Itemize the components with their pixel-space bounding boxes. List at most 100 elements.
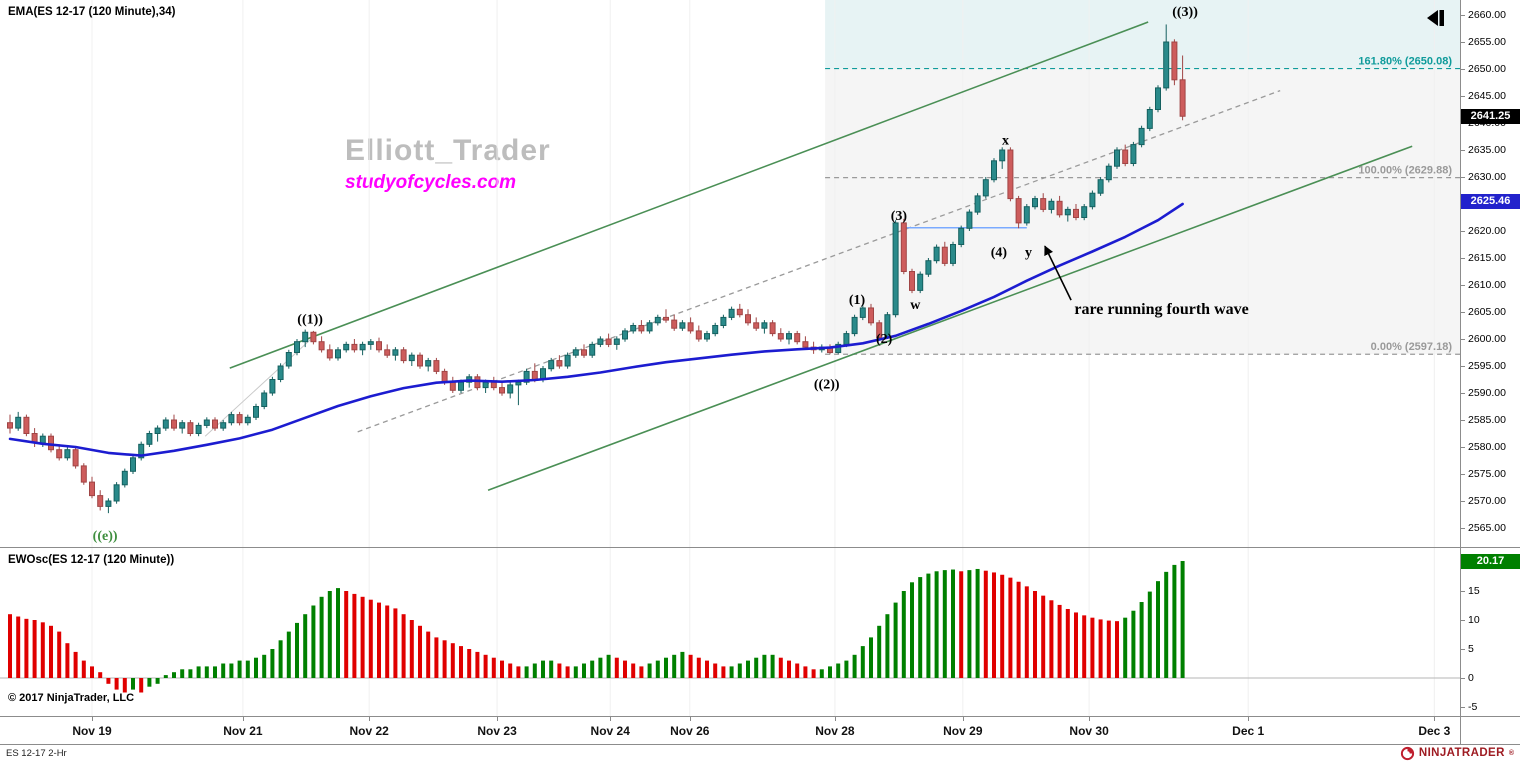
price-axis-tick <box>1461 419 1465 421</box>
instrument-label: ES 12-17 2-Hr <box>6 747 67 759</box>
jump-to-latest-icon[interactable] <box>1424 8 1448 33</box>
price-axis-tick <box>1461 311 1465 313</box>
price-axis-tick <box>1461 257 1465 259</box>
fib-level-label: 100.00% (2629.88) <box>1358 165 1452 177</box>
fib-zone-body <box>825 68 1460 355</box>
price-axis[interactable]: 2641.25 2625.46 2565.00 2570.00 2575.00 258… <box>1460 0 1520 548</box>
time-axis[interactable]: Nov 19 Nov 21 Nov 22 Nov 23 Nov 24 Nov 26 Nov … <box>0 717 1460 745</box>
time-axis-label: Dec 1 <box>1232 724 1265 738</box>
trendline[interactable] <box>229 21 1149 369</box>
price-axis-label: 2635.00 <box>1468 143 1506 156</box>
price-axis-tick <box>1461 176 1465 178</box>
price-axis-label: 2650.00 <box>1468 62 1506 75</box>
price-axis-tick <box>1461 392 1465 394</box>
price-axis-tick <box>1461 338 1465 340</box>
price-axis-label: 2580.00 <box>1468 440 1506 453</box>
price-axis-tick <box>1461 14 1465 16</box>
osc-axis-tick <box>1461 706 1465 708</box>
time-axis-label: Nov 28 <box>815 724 855 738</box>
osc-axis-tick <box>1461 619 1465 621</box>
price-axis-tick <box>1461 68 1465 70</box>
elliott-wave-label: ((2)) <box>814 377 840 392</box>
price-axis-tick <box>1461 527 1465 529</box>
price-axis-tick <box>1461 95 1465 97</box>
trendline[interactable] <box>357 89 1281 433</box>
osc-axis-label: 0 <box>1468 671 1474 684</box>
price-panel[interactable]: Elliott_Trader studyofcycles.com 161.80%… <box>0 0 1460 548</box>
osc-axis-tick <box>1461 648 1465 650</box>
elliott-wave-label: y <box>1025 246 1032 261</box>
price-axis-tick <box>1461 365 1465 367</box>
price-chart[interactable]: 161.80% (2650.08) 100.00% (2629.88) 0.00% … <box>0 0 1460 547</box>
annotation-text: rare running fourth wave <box>1074 301 1248 318</box>
indicator-label-ema: EMA(ES 12-17 (120 Minute),34) <box>8 6 176 18</box>
osc-axis-tick <box>1461 590 1465 592</box>
time-axis-tick <box>610 717 612 721</box>
price-axis-label: 2660.00 <box>1468 8 1506 21</box>
price-axis-tick <box>1461 41 1465 43</box>
trendline[interactable] <box>487 145 1413 491</box>
osc-axis-label: 5 <box>1468 642 1474 655</box>
fib-zone-above-161 <box>825 0 1460 69</box>
annotation-arrow <box>1044 245 1072 301</box>
oscillator-axis[interactable]: 20.17 20151050-5 <box>1460 548 1520 717</box>
time-axis-tick <box>834 717 836 721</box>
time-axis-label: Nov 26 <box>670 724 710 738</box>
elliott-wave-label: (4) <box>991 246 1008 261</box>
time-axis-label: Nov 19 <box>72 724 112 738</box>
price-axis-label: 2565.00 <box>1468 521 1506 534</box>
time-axis-label: Nov 30 <box>1069 724 1109 738</box>
brand-registered-mark: ® <box>1508 749 1514 757</box>
price-axis-label: 2575.00 <box>1468 467 1506 480</box>
price-axis-label: 2595.00 <box>1468 359 1506 372</box>
elliott-wave-label: (1) <box>849 293 866 308</box>
time-axis-label: Nov 24 <box>590 724 630 738</box>
elliott-wave-label: x <box>1002 133 1009 148</box>
elliott-wave-label: ((3)) <box>1172 5 1198 20</box>
price-axis-label: 2615.00 <box>1468 251 1506 264</box>
fib-level-label: 161.80% (2650.08) <box>1358 56 1452 68</box>
price-axis-label: 2655.00 <box>1468 35 1506 48</box>
elliott-wave-label: ((1)) <box>297 313 323 328</box>
ema-value-marker: 2625.46 <box>1461 194 1520 210</box>
price-axis-tick <box>1461 149 1465 151</box>
time-axis-label: Nov 22 <box>349 724 389 738</box>
ninjatrader-logo: NINJATRADER ® <box>1400 746 1514 761</box>
time-axis-label: Dec 3 <box>1418 724 1451 738</box>
status-bar: ES 12-17 2-Hr NINJATRADER ® <box>0 745 1520 761</box>
osc-axis-label: 10 <box>1468 613 1480 626</box>
price-axis-tick <box>1461 230 1465 232</box>
time-axis-tick <box>369 717 371 721</box>
price-axis-label: 2590.00 <box>1468 386 1506 399</box>
price-axis-label: 2630.00 <box>1468 170 1506 183</box>
price-axis-tick <box>1461 500 1465 502</box>
oscillator-chart[interactable] <box>0 548 1460 716</box>
time-axis-tick <box>1089 717 1091 721</box>
time-axis-tick <box>962 717 964 721</box>
time-axis-tick <box>497 717 499 721</box>
copyright-text: © 2017 NinjaTrader, LLC <box>8 692 135 704</box>
ema-line[interactable] <box>8 202 1184 457</box>
price-axis-tick <box>1461 446 1465 448</box>
oscillator-panel[interactable]: EWOsc(ES 12-17 (120 Minute)) © 2017 Ninj… <box>0 548 1460 717</box>
price-axis-label: 2605.00 <box>1468 305 1506 318</box>
time-axis-tick <box>92 717 93 721</box>
watermark-title: Elliott_Trader <box>345 134 551 167</box>
elliott-wave-label: (2) <box>876 332 893 347</box>
ninjatrader-logo-icon <box>1400 746 1414 760</box>
price-axis-label: 2585.00 <box>1468 413 1506 426</box>
brand-name: NINJATRADER <box>1418 747 1505 759</box>
price-axis-label: 2610.00 <box>1468 278 1506 291</box>
histogram <box>8 561 1185 693</box>
osc-axis-label: -5 <box>1468 700 1478 713</box>
price-axis-label: 2600.00 <box>1468 332 1506 345</box>
price-axis-label: 2645.00 <box>1468 89 1506 102</box>
time-axis-label: Nov 29 <box>943 724 983 738</box>
time-axis-tick <box>689 717 691 721</box>
oscillator-value-marker: 20.17 <box>1461 553 1520 569</box>
watermark-url-text: studyofcycles.com <box>345 172 517 193</box>
time-axis-label: Nov 23 <box>477 724 517 738</box>
osc-axis-label: 15 <box>1468 584 1480 597</box>
price-axis-tick <box>1461 473 1465 475</box>
elliott-wave-label: w <box>910 298 921 313</box>
